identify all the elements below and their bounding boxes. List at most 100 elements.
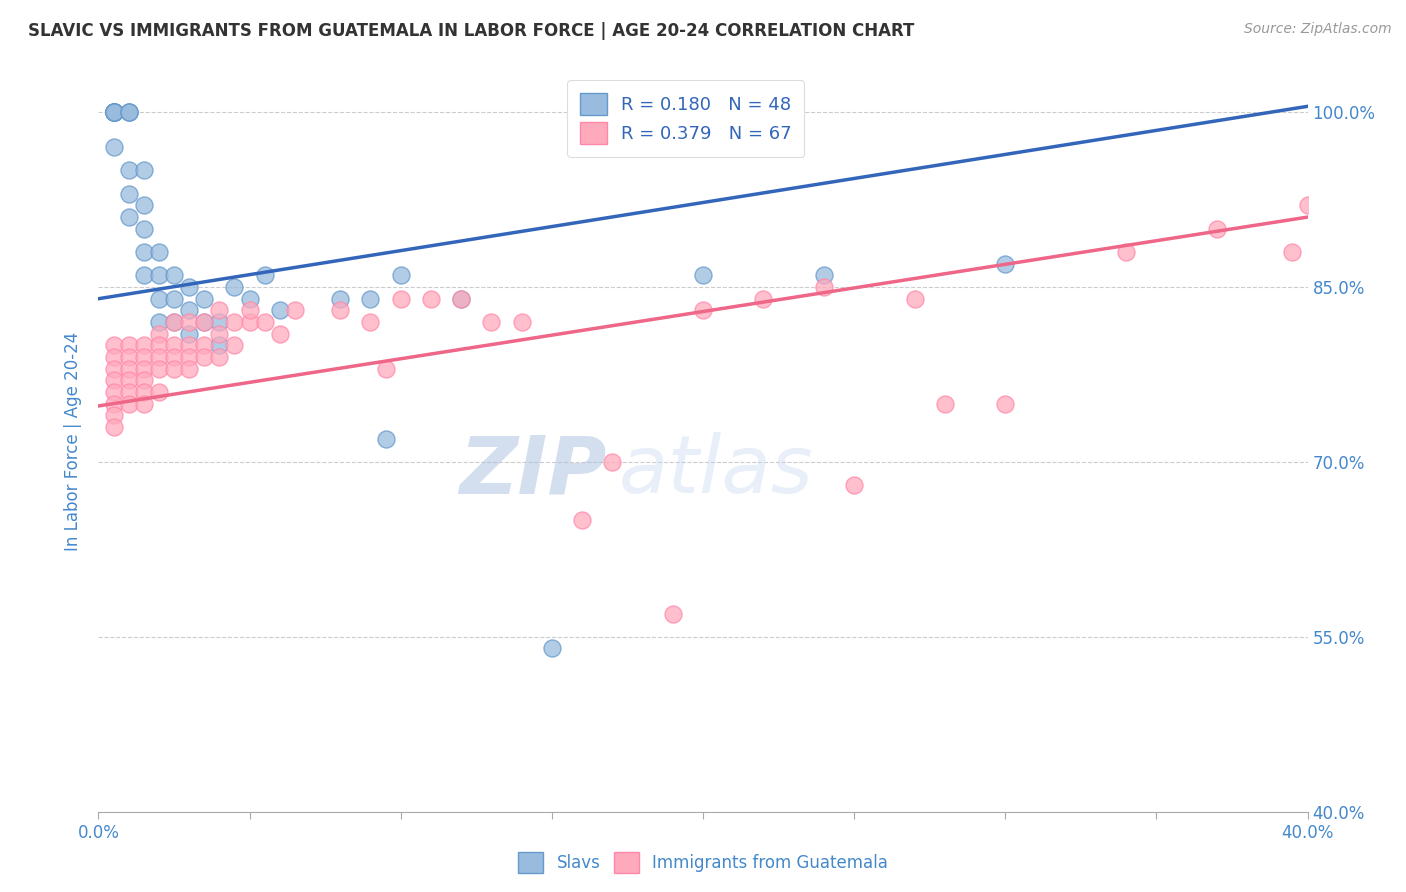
Point <box>994 397 1017 411</box>
Point <box>510 315 533 329</box>
Point <box>103 105 125 120</box>
Point <box>148 315 170 329</box>
Point <box>224 280 246 294</box>
Point <box>844 478 866 492</box>
Point <box>163 268 186 283</box>
Point <box>103 105 125 120</box>
Text: Source: ZipAtlas.com: Source: ZipAtlas.com <box>1244 22 1392 37</box>
Point <box>103 373 125 387</box>
Point <box>420 292 443 306</box>
Point <box>360 315 382 329</box>
Point <box>540 641 562 656</box>
Point <box>481 315 503 329</box>
Point <box>602 455 624 469</box>
Point <box>103 105 125 120</box>
Point <box>179 350 201 364</box>
Point <box>692 303 714 318</box>
Point <box>103 397 125 411</box>
Point <box>179 326 201 341</box>
Point <box>994 257 1017 271</box>
Point <box>148 361 170 376</box>
Point <box>103 338 125 352</box>
Point <box>239 303 262 318</box>
Point <box>103 350 125 364</box>
Point <box>103 384 125 399</box>
Point <box>1206 221 1229 235</box>
Point <box>148 384 170 399</box>
Point <box>148 350 170 364</box>
Point <box>1296 198 1319 212</box>
Point <box>208 326 231 341</box>
Point <box>208 338 231 352</box>
Point <box>103 361 125 376</box>
Point <box>118 350 141 364</box>
Point <box>1281 245 1303 260</box>
Legend: R = 0.180   N = 48, R = 0.379   N = 67: R = 0.180 N = 48, R = 0.379 N = 67 <box>567 80 804 157</box>
Point <box>163 338 186 352</box>
Point <box>103 105 125 120</box>
Y-axis label: In Labor Force | Age 20-24: In Labor Force | Age 20-24 <box>65 332 83 551</box>
Point <box>193 315 215 329</box>
Point <box>132 350 155 364</box>
Point <box>813 280 835 294</box>
Point <box>239 315 262 329</box>
Point <box>253 315 276 329</box>
Point <box>132 163 155 178</box>
Point <box>132 245 155 260</box>
Point <box>208 303 231 318</box>
Point <box>118 361 141 376</box>
Point <box>193 350 215 364</box>
Point <box>224 338 246 352</box>
Point <box>163 350 186 364</box>
Text: SLAVIC VS IMMIGRANTS FROM GUATEMALA IN LABOR FORCE | AGE 20-24 CORRELATION CHART: SLAVIC VS IMMIGRANTS FROM GUATEMALA IN L… <box>28 22 914 40</box>
Point <box>179 303 201 318</box>
Point <box>269 303 291 318</box>
Point <box>389 268 412 283</box>
Point <box>193 315 215 329</box>
Point <box>163 292 186 306</box>
Point <box>118 105 141 120</box>
Point <box>118 186 141 201</box>
Point <box>1115 245 1137 260</box>
Point <box>118 397 141 411</box>
Point <box>374 361 396 376</box>
Point <box>132 221 155 235</box>
Point <box>132 361 155 376</box>
Point <box>103 140 125 154</box>
Point <box>904 292 927 306</box>
Point <box>132 397 155 411</box>
Point <box>132 338 155 352</box>
Point <box>118 163 141 178</box>
Point <box>208 350 231 364</box>
Point <box>118 105 141 120</box>
Point <box>148 245 170 260</box>
Point <box>163 361 186 376</box>
Point <box>103 409 125 423</box>
Point <box>132 373 155 387</box>
Point <box>179 338 201 352</box>
Point <box>374 432 396 446</box>
Point <box>450 292 472 306</box>
Point <box>103 105 125 120</box>
Point <box>148 292 170 306</box>
Point <box>103 420 125 434</box>
Point <box>224 315 246 329</box>
Point <box>329 303 352 318</box>
Point <box>934 397 956 411</box>
Point <box>179 315 201 329</box>
Point <box>118 105 141 120</box>
Point <box>329 292 352 306</box>
Point <box>284 303 307 318</box>
Point <box>193 338 215 352</box>
Point <box>132 384 155 399</box>
Point <box>193 292 215 306</box>
Text: atlas: atlas <box>619 432 813 510</box>
Point <box>148 268 170 283</box>
Point <box>132 268 155 283</box>
Point <box>360 292 382 306</box>
Point <box>148 338 170 352</box>
Point <box>103 105 125 120</box>
Text: ZIP: ZIP <box>458 432 606 510</box>
Point <box>148 326 170 341</box>
Point <box>179 361 201 376</box>
